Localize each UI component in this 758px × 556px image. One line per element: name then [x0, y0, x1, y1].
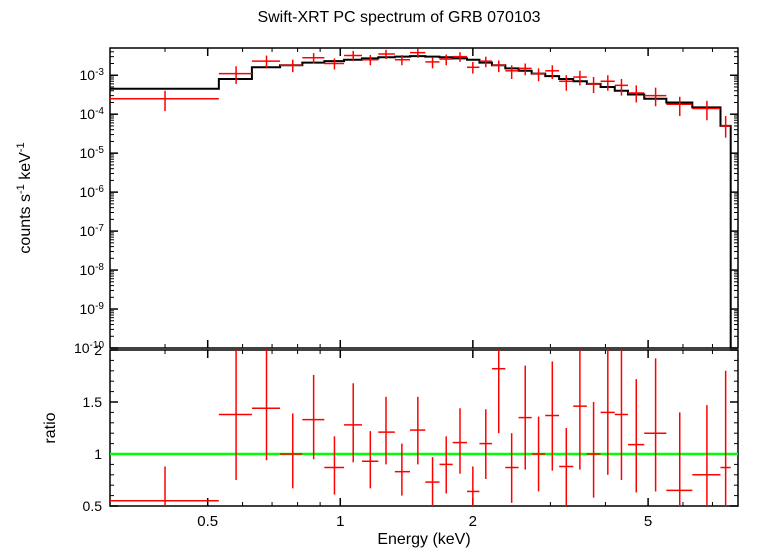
svg-text:10-3: 10-3 — [80, 67, 105, 84]
svg-text:10-7: 10-7 — [80, 223, 105, 240]
svg-text:counts s-1 keV-1: counts s-1 keV-1 — [15, 142, 34, 253]
svg-text:Swift-XRT PC spectrum of GRB 0: Swift-XRT PC spectrum of GRB 070103 — [257, 9, 540, 26]
svg-text:0.5: 0.5 — [197, 513, 218, 530]
svg-text:1: 1 — [94, 446, 102, 462]
svg-text:0.5: 0.5 — [83, 498, 103, 514]
svg-text:Energy (keV): Energy (keV) — [377, 531, 470, 548]
svg-text:10-8: 10-8 — [80, 262, 105, 279]
svg-text:5: 5 — [644, 513, 652, 530]
svg-text:2: 2 — [469, 513, 477, 530]
svg-text:10-4: 10-4 — [80, 106, 105, 123]
svg-text:10-6: 10-6 — [80, 184, 105, 201]
svg-text:1: 1 — [336, 513, 344, 530]
spectrum-chart: Swift-XRT PC spectrum of GRB 07010310-10… — [0, 0, 758, 556]
chart-container: Swift-XRT PC spectrum of GRB 07010310-10… — [0, 0, 758, 556]
svg-text:ratio: ratio — [42, 412, 59, 443]
svg-text:10-9: 10-9 — [80, 301, 105, 318]
svg-text:1.5: 1.5 — [83, 394, 103, 410]
svg-text:2: 2 — [94, 342, 102, 358]
svg-text:10-5: 10-5 — [80, 145, 105, 162]
